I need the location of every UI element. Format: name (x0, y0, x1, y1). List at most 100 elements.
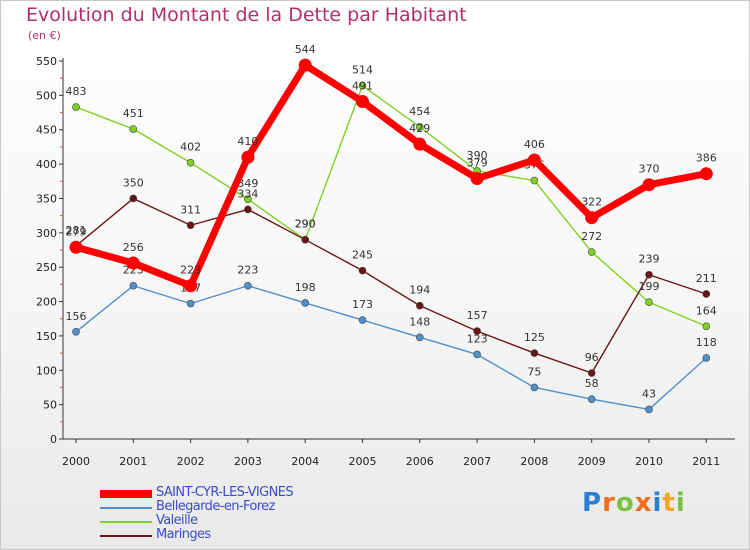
data-label: 451 (123, 107, 144, 120)
data-label: 406 (524, 138, 545, 151)
data-point (358, 316, 367, 324)
data-point (126, 256, 140, 270)
data-point (702, 354, 711, 362)
data-point (530, 383, 539, 392)
data-point (184, 279, 198, 293)
data-label: 311 (180, 203, 201, 216)
data-label: 390 (467, 149, 488, 162)
x-tick-label: 2010 (635, 455, 663, 468)
data-point (473, 327, 481, 335)
legend-item: Valeille (100, 513, 360, 528)
data-label: 370 (639, 163, 660, 176)
y-tick-label: 350 (36, 192, 57, 205)
data-label: 43 (642, 387, 656, 400)
x-tick-label: 2006 (406, 455, 434, 468)
data-label: 334 (237, 187, 258, 200)
data-label: 290 (295, 218, 316, 231)
legend-label: Valeille (156, 513, 198, 528)
logo-letter: i (652, 488, 663, 518)
legend-swatch (100, 521, 152, 523)
data-point (301, 299, 310, 307)
x-tick-label: 2000 (62, 455, 90, 468)
data-point (530, 349, 539, 357)
data-label: 156 (66, 310, 87, 323)
data-point (702, 290, 711, 298)
series-line (75, 197, 707, 374)
data-point (642, 178, 656, 192)
data-point (415, 123, 424, 131)
data-label: 429 (409, 122, 430, 135)
data-point (585, 211, 599, 225)
y-tick-label: 200 (36, 296, 57, 309)
x-tick-label: 2005 (349, 455, 377, 468)
logo-letter: i (675, 488, 686, 518)
logo-letter: x (634, 488, 653, 518)
data-point (587, 369, 596, 377)
series-line (75, 285, 707, 411)
legend-swatch (100, 535, 152, 537)
data-point (473, 350, 481, 359)
data-label: 279 (66, 225, 87, 238)
data-label: 164 (696, 304, 717, 317)
data-point (530, 176, 539, 185)
logo-letter: o (615, 488, 635, 518)
data-point (244, 195, 252, 203)
data-point (69, 240, 83, 254)
y-tick-label: 550 (36, 55, 57, 68)
data-point (587, 248, 596, 256)
data-point (244, 205, 252, 214)
data-label: 239 (639, 253, 660, 266)
x-tick-label: 2008 (520, 455, 548, 468)
y-tick-label: 50 (43, 399, 57, 412)
logo-letter: P (582, 488, 603, 518)
data-point (645, 405, 653, 414)
legend-swatch (100, 507, 152, 509)
legend-label: Bellegarde-en-Forez (156, 499, 275, 514)
series-line (75, 85, 707, 327)
legend-item: Bellegarde-en-Forez (100, 499, 360, 514)
data-label: 272 (581, 230, 602, 243)
data-label: 211 (696, 272, 717, 285)
data-point (129, 281, 138, 290)
data-point (702, 322, 711, 331)
data-point (699, 167, 713, 181)
legend-label: SAINT-CYR-LES-VIGNES (156, 485, 294, 500)
data-point (186, 299, 195, 308)
data-point (186, 221, 195, 230)
data-label: 125 (524, 331, 545, 344)
data-point (186, 158, 195, 167)
logo-letter: r (602, 488, 616, 518)
x-tick-label: 2001 (119, 455, 147, 468)
data-label: 157 (467, 309, 488, 322)
data-point (129, 194, 138, 203)
data-label: 194 (409, 284, 430, 297)
data-label: 483 (66, 85, 87, 98)
data-point (415, 301, 424, 310)
data-label: 96 (585, 351, 599, 364)
data-label: 223 (180, 264, 201, 277)
data-point (645, 298, 653, 307)
series-line (72, 61, 710, 290)
proxiti-logo: Proxiti (582, 488, 686, 518)
data-point (470, 172, 484, 186)
legend-item: Maringes (100, 527, 360, 542)
data-label: 514 (352, 64, 373, 77)
y-tick-label: 400 (36, 158, 57, 171)
data-point (244, 281, 252, 290)
y-tick-label: 250 (36, 261, 57, 274)
x-tick-label: 2007 (463, 455, 491, 468)
data-point (241, 150, 255, 164)
data-point (358, 81, 367, 90)
data-point (72, 103, 80, 111)
data-label: 223 (237, 264, 258, 277)
y-tick-label: 300 (36, 227, 57, 240)
logo-letter: t (662, 488, 676, 518)
data-label: 491 (352, 80, 373, 93)
data-label: 118 (696, 336, 717, 349)
data-label: 198 (295, 281, 316, 294)
data-label: 322 (581, 196, 602, 209)
data-label: 281 (66, 224, 87, 237)
data-point (72, 327, 80, 336)
y-tick-label: 450 (36, 124, 57, 137)
